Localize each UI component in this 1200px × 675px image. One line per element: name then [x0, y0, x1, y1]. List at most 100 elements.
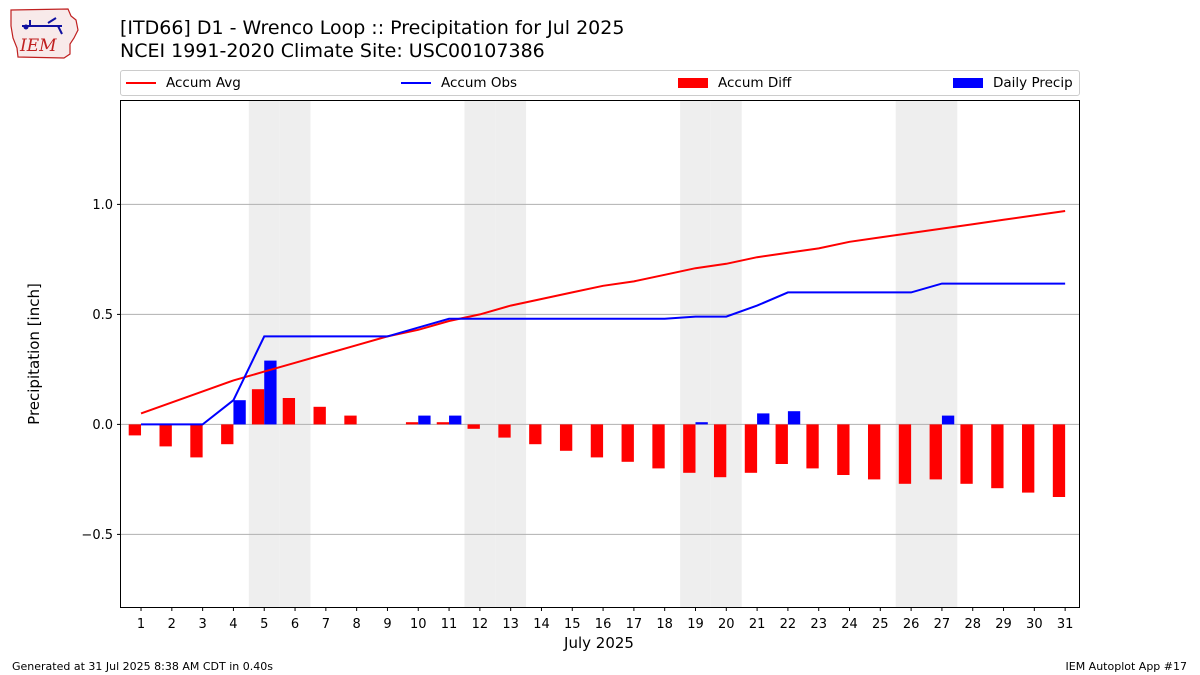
daily-precip-bar-day-5 [264, 360, 277, 425]
x-tick-label: 22 [780, 617, 797, 632]
accum-diff-bar-day-2 [159, 424, 172, 447]
legend-item-accum-obs: Accum Obs [401, 74, 517, 92]
x-tick-label: 9 [383, 617, 391, 632]
weather-station-icon [22, 17, 63, 35]
legend-swatch [678, 78, 708, 88]
x-tick-label: 2 [168, 617, 176, 632]
x-tick-label: 6 [291, 617, 299, 632]
weekend-band-day-20 [710, 101, 742, 607]
legend-swatch [126, 82, 156, 84]
accum-diff-bar-day-6 [282, 398, 296, 425]
chart-title: [ITD66] D1 - Wrenco Loop :: Precipitatio… [120, 17, 625, 39]
accum-diff-bar-day-19 [683, 424, 696, 473]
accum-diff-bar-day-27 [929, 424, 942, 480]
accum-diff-bar-day-5 [251, 389, 265, 425]
weekend-band-day-6 [279, 101, 311, 607]
accum-diff-bar-day-8 [344, 415, 357, 425]
daily-precip-bar-day-27 [941, 415, 955, 425]
x-tick-label: 8 [353, 617, 361, 632]
legend-item-accum-diff: Accum Diff [678, 74, 791, 92]
x-axis-ticks: 1 2 3 4 5 6 7 8 9 10 11 12 13 14 15 16 17 18 19 20 21 22 23 24 2… [137, 607, 1074, 632]
accum-diff-bar-day-29 [991, 424, 1004, 489]
weekend-band-day-13 [495, 101, 527, 607]
legend-label: Daily Precip [993, 75, 1073, 91]
accum-obs-line [141, 282, 1066, 426]
accum-diff-bar-day-21 [744, 424, 758, 473]
y-tick-label: 1.0 [92, 198, 113, 213]
x-tick-label: 14 [533, 617, 550, 632]
accum-diff-bar-day-14 [529, 424, 542, 445]
daily-precip-bar-day-11 [449, 415, 462, 425]
x-tick-label: 28 [964, 617, 981, 632]
x-tick-label: 24 [841, 617, 858, 632]
legend-label: Accum Obs [441, 75, 518, 91]
x-tick-label: 5 [260, 617, 268, 632]
plot-frame [120, 100, 1080, 608]
y-axis-label: Precipitation [inch] [25, 283, 43, 425]
weekend-band-day-26 [895, 101, 927, 607]
accum-diff-bar-day-12 [467, 424, 480, 429]
accum-diff-bar-day-20 [713, 424, 727, 478]
accum-diff-bar-day-13 [498, 424, 511, 438]
daily-precip-bar-day-10 [418, 415, 431, 425]
iem-logo: IEM [10, 8, 79, 59]
weekend-band-day-19 [680, 101, 711, 607]
generated-timestamp: Generated at 31 Jul 2025 8:38 AM CDT in … [12, 660, 273, 673]
x-tick-label: 15 [564, 617, 581, 632]
weekend-band-day-12 [464, 101, 496, 607]
accum-diff-bar-day-23 [806, 424, 819, 469]
x-tick-label: 27 [934, 617, 951, 632]
chart-legend: Accum Avg Accum Obs Accum Diff Daily Pre… [120, 70, 1080, 96]
accum-diff-bar-day-31 [1052, 424, 1066, 497]
x-tick-label: 20 [718, 617, 735, 632]
accum-diff-bar-day-25 [867, 424, 881, 480]
y-tick-label: −0.5 [81, 528, 113, 543]
iowa-outline-icon [10, 8, 79, 59]
weekend-band-day-27 [926, 101, 958, 607]
accum-diff-bar-day-26 [898, 424, 912, 484]
accum-avg-line [140, 210, 1066, 415]
x-tick-label: 23 [810, 617, 827, 632]
logo-text: IEM [19, 36, 57, 56]
accum-diff-bar-day-28 [960, 424, 973, 484]
x-tick-label: 13 [502, 617, 519, 632]
y-axis-ticks: −0.5 0.0 0.5 1.0 [81, 198, 121, 543]
accum-diff-bar-day-15 [559, 424, 573, 451]
legend-swatch [953, 78, 983, 88]
x-tick-label: 21 [749, 617, 766, 632]
accum-diff-bar-day-22 [775, 424, 788, 464]
daily-precip-bar-day-22 [787, 411, 801, 425]
x-tick-label: 10 [410, 617, 427, 632]
daily-precip-bar-day-19 [695, 422, 708, 425]
legend-label: Accum Avg [166, 75, 241, 91]
y-gridlines [121, 203, 1079, 535]
chart-subtitle: NCEI 1991-2020 Climate Site: USC00107386 [120, 40, 545, 62]
y-tick-label: 0.5 [92, 308, 113, 323]
legend-item-accum-avg: Accum Avg [126, 74, 241, 92]
daily-precip-bar-day-21 [757, 413, 770, 425]
x-tick-label: 4 [229, 617, 237, 632]
legend-label: Accum Diff [718, 75, 792, 91]
accum-diff-bar-day-24 [837, 424, 850, 475]
y-tick-label: 0.0 [92, 418, 113, 433]
x-tick-label: 31 [1057, 617, 1074, 632]
accum-diff-bar-day-7 [313, 406, 326, 425]
app-credit: IEM Autoplot App #17 [1065, 660, 1188, 673]
x-tick-label: 26 [903, 617, 920, 632]
x-tick-label: 17 [626, 617, 643, 632]
x-axis-label: July 2025 [564, 634, 634, 652]
legend-item-daily-precip: Daily Precip [953, 74, 1073, 92]
x-tick-label: 16 [595, 617, 612, 632]
accum-diff-bar-day-4 [221, 424, 234, 445]
x-tick-label: 25 [872, 617, 889, 632]
accum-diff-bar-day-30 [1022, 424, 1035, 493]
accum-diff-bar-day-1 [128, 424, 142, 436]
accum-diff-bar-day-3 [190, 424, 203, 458]
x-tick-label: 3 [198, 617, 206, 632]
x-tick-label: 29 [995, 617, 1012, 632]
x-tick-label: 12 [472, 617, 489, 632]
x-tick-label: 11 [441, 617, 458, 632]
x-tick-label: 7 [322, 617, 330, 632]
x-tick-label: 18 [656, 617, 673, 632]
